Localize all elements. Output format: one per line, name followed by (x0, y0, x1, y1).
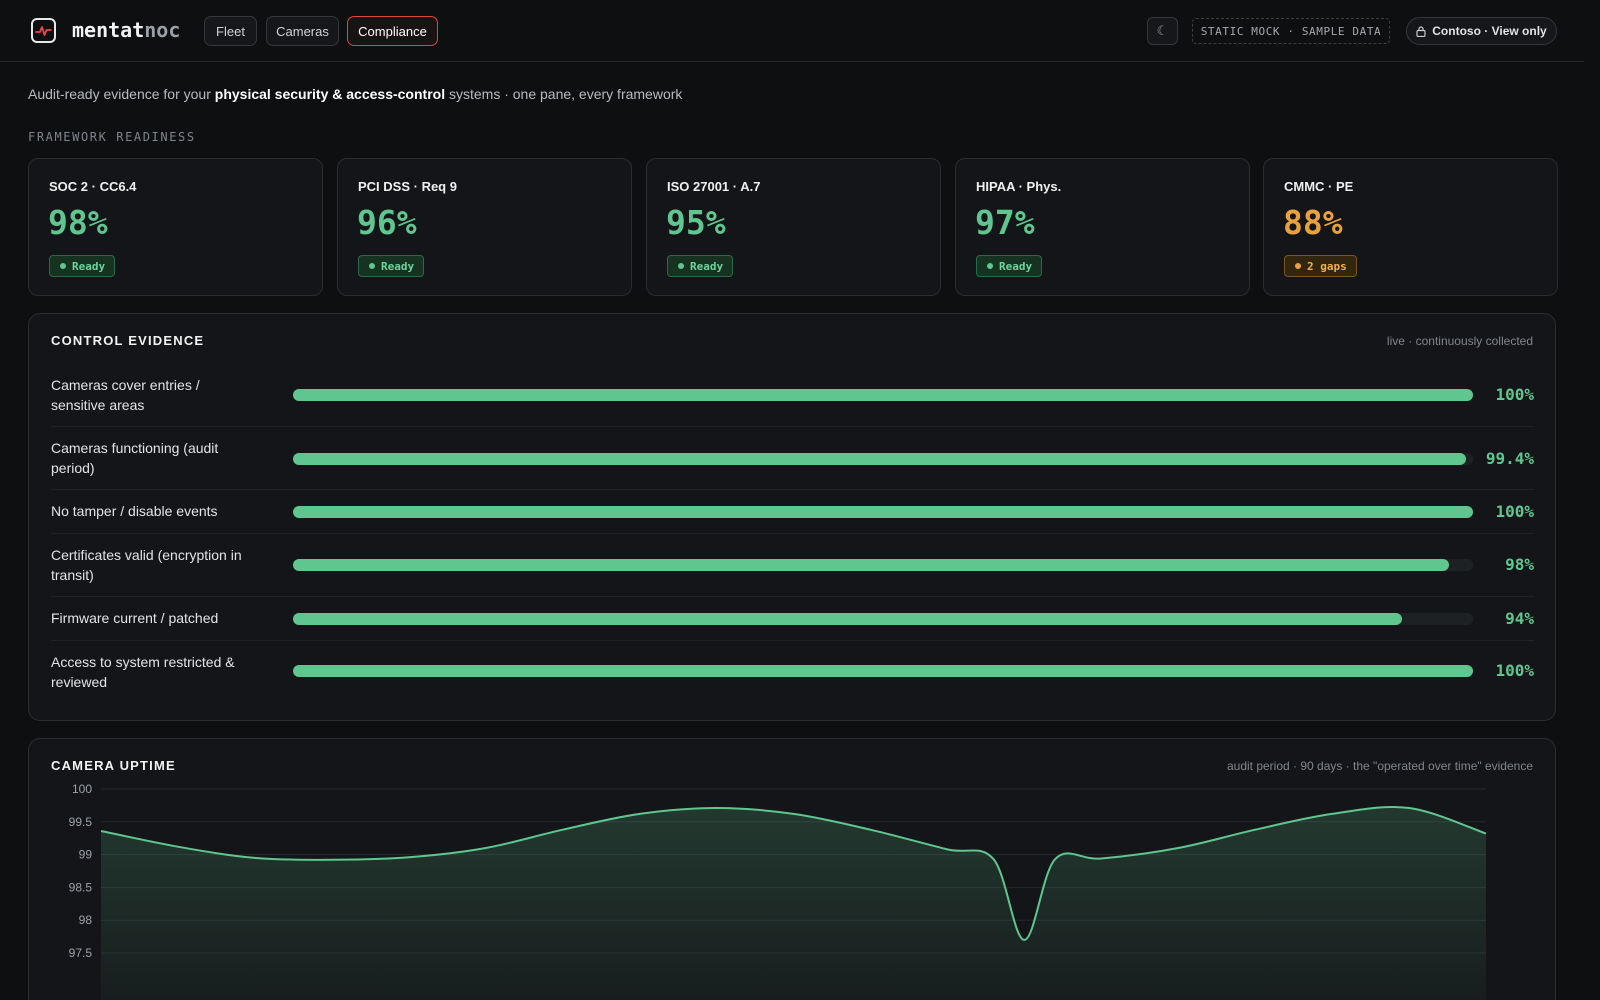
uptime-chart: 100 99.5 99 98.5 98 97.5 (69, 782, 1487, 1000)
panel-note: live · continuously collected (1386, 334, 1533, 348)
evidence-bar-fill (293, 613, 1403, 625)
user-label: Contoso · View only (1432, 24, 1547, 38)
evidence-label: Access to system restricted & reviewed (51, 654, 235, 690)
framework-name: ISO 27001 · A.7 (667, 179, 761, 194)
status-text: 2 gaps (1307, 259, 1347, 273)
framework-percent: 97% (975, 203, 1035, 242)
framework-name: CMMC · PE (1284, 179, 1354, 194)
status-badge: 2 gaps (1284, 255, 1357, 277)
evidence-bar-track (293, 665, 1473, 677)
framework-percent: 96% (357, 203, 417, 242)
evidence-bar-track (293, 559, 1473, 571)
framework-card-iso[interactable]: ISO 27001 · A.7 95% Ready (646, 158, 941, 296)
framework-percent: 95% (666, 203, 726, 242)
moon-icon: ☾ (1156, 23, 1169, 38)
framework-card-cmmc[interactable]: CMMC · PE 88% 2 gaps (1263, 158, 1558, 296)
framework-percent: 98% (48, 203, 108, 242)
tab-compliance[interactable]: Compliance (347, 16, 438, 46)
evidence-label: Cameras functioning (audit period) (51, 440, 219, 476)
evidence-bar-track (293, 506, 1473, 518)
tab-cameras[interactable]: Cameras (266, 16, 339, 46)
status-text: Ready (72, 259, 106, 273)
evidence-bar-track (293, 613, 1473, 625)
intro-emphasis: physical security & access-control (214, 86, 446, 102)
evidence-label: Certificates valid (encryption in transi… (51, 547, 242, 583)
camera-uptime-panel: CAMERA UPTIME audit period · 90 days · t… (28, 738, 1556, 1000)
evidence-bar-fill (293, 389, 1473, 401)
y-tick-label: 97.5 (69, 946, 93, 960)
status-text: Ready (999, 259, 1033, 273)
evidence-bar-fill (293, 506, 1473, 518)
status-badge: Ready (976, 255, 1043, 277)
evidence-row: Cameras functioning (audit period) 99.4% (51, 427, 1534, 490)
status-dot-icon (1295, 263, 1301, 269)
tab-fleet[interactable]: Fleet (204, 16, 257, 46)
framework-name: PCI DSS · Req 9 (358, 179, 457, 194)
evidence-row: Access to system restricted & reviewed 1… (51, 641, 1534, 704)
status-badge: Ready (667, 255, 734, 277)
intro-suffix: systems · one pane, every framework (445, 86, 683, 102)
evidence-row: Certificates valid (encryption in transi… (51, 534, 1534, 597)
evidence-label: No tamper / disable events (51, 503, 218, 519)
evidence-row: Cameras cover entries / sensitive areas … (51, 364, 1534, 427)
evidence-percent: 100% (1495, 385, 1534, 404)
framework-name: SOC 2 · CC6.4 (49, 179, 137, 194)
status-badge: Ready (358, 255, 425, 277)
status-text: Ready (381, 259, 415, 273)
static-mock-badge: STATIC MOCK · SAMPLE DATA (1192, 18, 1390, 44)
evidence-percent: 94% (1505, 609, 1534, 628)
framework-card-hipaa[interactable]: HIPAA · Phys. 97% Ready (955, 158, 1250, 296)
evidence-bar-fill (293, 453, 1466, 465)
panel-note: audit period · 90 days · the "operated o… (1226, 759, 1533, 773)
evidence-percent: 100% (1495, 502, 1534, 521)
status-dot-icon (678, 263, 684, 269)
framework-section-label: FRAMEWORK READINESS (28, 130, 196, 144)
panel-title: CAMERA UPTIME (51, 758, 176, 773)
framework-percent: 88% (1283, 203, 1343, 242)
status-dot-icon (60, 263, 66, 269)
evidence-bar-track (293, 453, 1473, 465)
uptime-series-line (100, 805, 1487, 941)
evidence-bar-fill (293, 559, 1450, 571)
y-tick-label: 99 (79, 848, 93, 862)
y-tick-label: 98.5 (69, 880, 93, 894)
theme-toggle-button[interactable]: ☾ (1147, 17, 1178, 45)
status-badge: Ready (49, 255, 116, 277)
y-tick-label: 100 (72, 782, 92, 796)
intro-prefix: Audit-ready evidence for your (28, 86, 215, 102)
lock-icon (1416, 25, 1426, 37)
evidence-percent: 99.4% (1485, 449, 1534, 468)
framework-card-soc2[interactable]: SOC 2 · CC6.4 98% Ready (28, 158, 323, 296)
user-pill[interactable]: Contoso · View only (1406, 17, 1557, 45)
status-dot-icon (987, 263, 993, 269)
y-tick-label: 98 (79, 913, 93, 927)
brand-name[interactable]: mentatnoc (72, 18, 180, 42)
logo-icon (31, 18, 56, 43)
evidence-bar-fill (293, 665, 1473, 677)
evidence-percent: 98% (1505, 555, 1534, 574)
evidence-label: Cameras cover entries / sensitive areas (51, 377, 200, 413)
uptime-area (101, 806, 1486, 1000)
evidence-row: Firmware current / patched 94% (51, 597, 1534, 641)
top-bar: mentatnoc Fleet Cameras Compliance ☾ STA… (0, 0, 1584, 62)
control-evidence-panel: CONTROL EVIDENCE live · continuously col… (28, 313, 1556, 721)
brand-part-1: mentat (72, 18, 145, 42)
y-tick-label: 99.5 (69, 815, 93, 829)
status-dot-icon (369, 263, 375, 269)
evidence-label: Firmware current / patched (51, 610, 219, 626)
evidence-row: No tamper / disable events 100% (51, 490, 1534, 534)
evidence-percent: 100% (1495, 661, 1534, 680)
panel-title: CONTROL EVIDENCE (51, 333, 205, 348)
framework-card-pci[interactable]: PCI DSS · Req 9 96% Ready (337, 158, 632, 296)
evidence-bar-track (293, 389, 1473, 401)
brand-part-2: noc (144, 18, 181, 42)
status-text: Ready (690, 259, 724, 273)
framework-name: HIPAA · Phys. (976, 179, 1062, 194)
intro-text: Audit-ready evidence for your physical s… (28, 86, 682, 102)
